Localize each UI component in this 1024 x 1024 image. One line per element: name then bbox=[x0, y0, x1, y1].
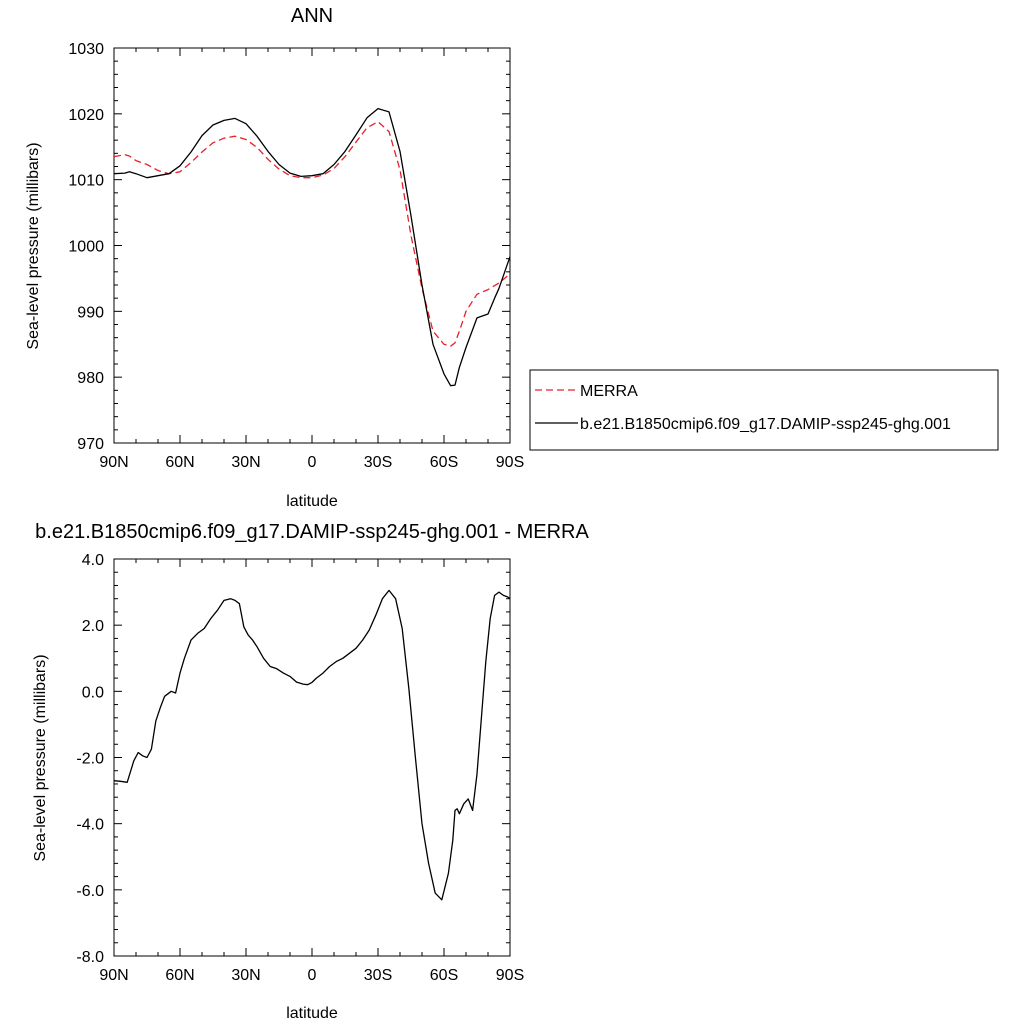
y-tick-label: 0.0 bbox=[82, 684, 104, 701]
y-tick-label: -4.0 bbox=[76, 817, 104, 834]
bottom-y-axis-label: Sea-level pressure (millibars) bbox=[32, 654, 49, 861]
y-tick-label: 990 bbox=[77, 304, 104, 321]
y-tick-label: 1000 bbox=[68, 239, 104, 256]
x-tick-label: 90S bbox=[496, 967, 524, 984]
x-tick-label: 30S bbox=[364, 454, 392, 471]
bottom-chart-title: b.e21.B1850cmip6.f09_g17.DAMIP-ssp245-gh… bbox=[35, 521, 589, 543]
y-tick-label: 1020 bbox=[68, 107, 104, 124]
y-tick-label: 1010 bbox=[68, 173, 104, 190]
x-tick-label: 60N bbox=[165, 967, 194, 984]
legend-box bbox=[529, 369, 999, 451]
bottom-panel: b.e21.B1850cmip6.f09_g17.DAMIP-ssp245-gh… bbox=[32, 521, 589, 1022]
legend: MERRA b.e21.B1850cmip6.f09_g17.DAMIP-ssp… bbox=[529, 369, 999, 451]
top-x-axis-label: latitude bbox=[286, 493, 338, 510]
top-plot-area: 90N 60N 30N 0 30S 60S 90S 970 980 990 1000 1010 1020… bbox=[68, 41, 524, 471]
legend-label-merra: MERRA bbox=[580, 383, 638, 400]
x-tick-label: 60S bbox=[430, 967, 458, 984]
series-line-b-e21-b1850cmip6-f09-g17-damip-ssp245-ghg-001 bbox=[113, 107, 511, 387]
x-tick-label: 90N bbox=[99, 454, 128, 471]
series-line-difference bbox=[113, 589, 511, 901]
y-tick-label: 970 bbox=[77, 436, 104, 453]
y-tick-label: 1030 bbox=[68, 41, 104, 58]
y-tick-label: 980 bbox=[77, 370, 104, 387]
x-tick-label: 30N bbox=[231, 967, 260, 984]
x-tick-label: 90S bbox=[496, 454, 524, 471]
x-tick-label: 60N bbox=[165, 454, 194, 471]
series-line-merra bbox=[113, 121, 511, 347]
x-tick-label: 30S bbox=[364, 967, 392, 984]
top-y-axis-label: Sea-level pressure (millibars) bbox=[25, 142, 42, 349]
plot-frame-top bbox=[113, 47, 511, 444]
x-tick-label: 90N bbox=[99, 967, 128, 984]
legend-label-model: b.e21.B1850cmip6.f09_g17.DAMIP-ssp245-gh… bbox=[580, 416, 951, 433]
x-tick-label: 0 bbox=[308, 967, 317, 984]
y-tick-label: -6.0 bbox=[76, 883, 104, 900]
y-tick-label: -8.0 bbox=[76, 949, 104, 966]
top-panel: ANN 90N 60N 30N 0 30S 60S 90S 970 980 990 1000 1010… bbox=[25, 5, 524, 510]
top-chart-title: ANN bbox=[291, 5, 333, 27]
plot-frame-bottom bbox=[113, 558, 511, 957]
y-tick-label: -2.0 bbox=[76, 751, 104, 768]
bottom-x-axis-label: latitude bbox=[286, 1005, 338, 1022]
x-tick-label: 60S bbox=[430, 454, 458, 471]
x-tick-label: 0 bbox=[308, 454, 317, 471]
x-tick-label: 30N bbox=[231, 454, 260, 471]
bottom-plot-area: 90N 60N 30N 0 30S 60S 90S -8.0 -6.0 -4.0 -2.0 0.0 2.… bbox=[76, 552, 524, 984]
y-tick-label: 4.0 bbox=[82, 552, 104, 569]
y-tick-label: 2.0 bbox=[82, 618, 104, 635]
